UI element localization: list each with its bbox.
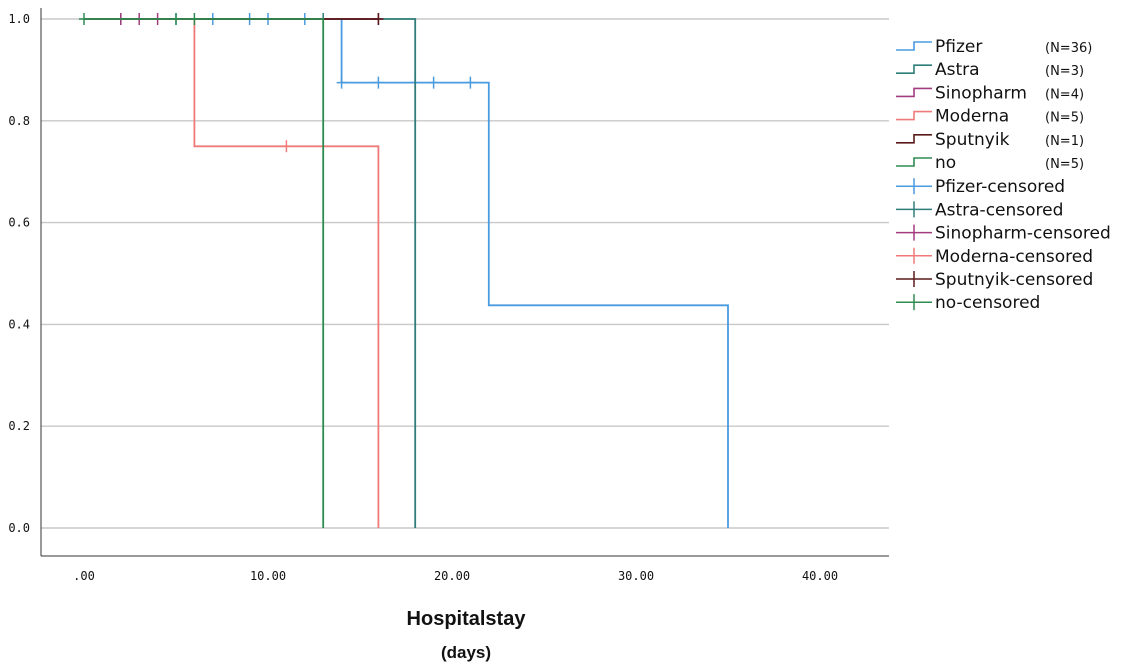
legend-label: Sinopharm	[935, 83, 1027, 103]
legend-n-count: (N=36)	[1045, 41, 1092, 56]
censor-mark-moderna	[281, 140, 292, 153]
x-axis-unit: (days)	[441, 643, 491, 662]
censor-mark-no	[79, 13, 89, 25]
legend-step-symbol	[896, 134, 932, 144]
legend-n-count: (N=5)	[1045, 157, 1084, 172]
censor-mark-pfizer	[428, 76, 439, 89]
gridlines	[41, 18, 889, 529]
legend-censor-item: Sinopharm-censored	[896, 224, 1111, 244]
legend-item: Moderna (N=5)	[896, 107, 1084, 127]
legend-label: Moderna	[935, 107, 1009, 127]
censor-mark-sputnyik	[373, 13, 384, 25]
censor-mark-pfizer	[336, 76, 347, 89]
legend-item: Sinopharm (N=4)	[896, 83, 1084, 103]
legend-item: Sputnyik (N=1)	[896, 130, 1084, 150]
legend-label: Moderna-censored	[935, 247, 1093, 267]
y-tick-label: 0.0	[8, 521, 30, 535]
x-tick-label: 30.00	[618, 569, 654, 583]
legend-label: Astra	[935, 60, 980, 80]
x-axis-title: Hospitalstay	[407, 608, 527, 630]
y-tick-label: 0.2	[8, 419, 30, 433]
x-tick-label: .00	[73, 569, 95, 583]
legend-label: Sputnyik-censored	[935, 270, 1093, 290]
series-line-no	[84, 18, 325, 528]
legend-label: Astra-censored	[935, 200, 1063, 220]
legend-label: Pfizer-censored	[935, 177, 1065, 197]
legend-step-symbol	[896, 110, 932, 121]
y-tick-label: 1.0	[8, 12, 30, 26]
legend-censor-item: Moderna-censored	[896, 247, 1093, 267]
axes: 0.0 0.2 0.4 0.6 0.8 1.0 .00 10.00 20.00 30.00 40.0…	[8, 8, 889, 583]
censor-mark-no	[189, 13, 200, 25]
x-tick-label: 20.00	[434, 569, 470, 583]
series-line-moderna	[84, 18, 380, 528]
legend-n-count: (N=3)	[1045, 64, 1084, 79]
censor-mark-pfizer	[465, 76, 476, 89]
legend-censor-item: Sputnyik-censored	[896, 270, 1093, 290]
censor-mark-pfizer	[373, 76, 384, 89]
legend-n-count: (N=1)	[1045, 134, 1084, 149]
legend: Pfizer (N=36) Astra (N=3) Sinopharm (N=4) Mode…	[896, 37, 1111, 313]
series-line-pfizer	[84, 18, 729, 528]
legend-label: Pfizer	[935, 37, 982, 57]
legend-item: Pfizer (N=36)	[896, 37, 1092, 57]
legend-censor-item: Astra-censored	[896, 200, 1063, 220]
legend-step-symbol	[896, 157, 932, 167]
legend-item: no (N=5)	[896, 153, 1084, 173]
y-tick-label: 0.4	[8, 317, 30, 331]
series-line-astra	[84, 18, 417, 528]
legend-label: Sputnyik	[935, 130, 1010, 150]
legend-label: no	[935, 153, 956, 173]
legend-n-count: (N=4)	[1045, 87, 1084, 102]
y-tick-label: 0.8	[8, 114, 30, 128]
legend-step-symbol	[896, 87, 932, 98]
legend-n-count: (N=5)	[1045, 111, 1084, 126]
legend-label: Sinopharm-censored	[935, 224, 1111, 244]
legend-label: no-censored	[935, 293, 1040, 313]
censor-mark-no	[171, 13, 181, 25]
legend-censor-item: no-censored	[896, 293, 1040, 313]
legend-item: Astra (N=3)	[896, 60, 1084, 80]
x-tick-label: 40.00	[802, 569, 838, 583]
legend-step-symbol	[896, 64, 932, 74]
legend-censor-item: Pfizer-censored	[896, 177, 1065, 197]
series-group	[79, 13, 729, 528]
x-tick-label: 10.00	[250, 569, 286, 583]
legend-step-symbol	[896, 41, 932, 51]
y-tick-label: 0.6	[8, 216, 30, 230]
